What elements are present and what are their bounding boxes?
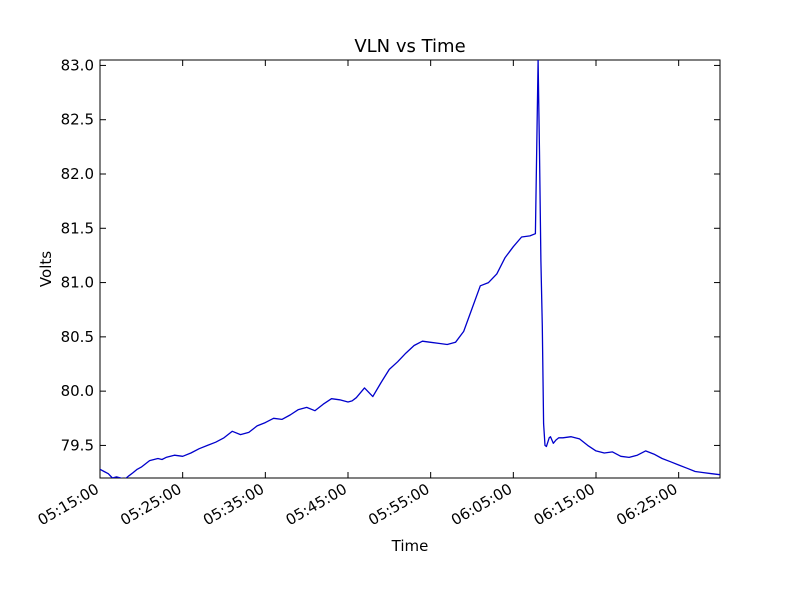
y-tick-label: 80.5 <box>61 328 94 346</box>
x-tick-label: 05:25:00 <box>117 480 184 529</box>
y-tick-label: 82.0 <box>61 165 94 183</box>
plot-frame <box>99 59 721 479</box>
x-axis-label: Time <box>391 537 429 555</box>
series-layer <box>100 60 720 478</box>
y-tick-label: 81.5 <box>61 219 94 237</box>
y-tick-label: 83.0 <box>61 56 94 74</box>
chart-title: VLN vs Time <box>354 36 465 57</box>
y-tick-label: 81.0 <box>61 274 94 292</box>
x-tick-label: 06:25:00 <box>613 480 680 529</box>
x-tick-label: 05:15:00 <box>35 480 102 529</box>
x-tick-label: 05:35:00 <box>200 480 267 529</box>
y-axis-label: Volts <box>37 251 55 287</box>
y-tick-label: 80.0 <box>61 382 94 400</box>
x-tick-label: 06:05:00 <box>448 480 515 529</box>
series-line-0 <box>100 60 720 478</box>
x-tick-label: 05:55:00 <box>365 480 432 529</box>
y-tick-label: 79.5 <box>61 436 94 454</box>
y-tick-label: 82.5 <box>61 111 94 129</box>
axis-ticks: 05:15:00 05:25:00 05:35:00 05:45:00 05:55:00… <box>35 56 720 529</box>
x-tick-label: 06:15:00 <box>531 480 598 529</box>
x-tick-label: 05:45:00 <box>283 480 350 529</box>
